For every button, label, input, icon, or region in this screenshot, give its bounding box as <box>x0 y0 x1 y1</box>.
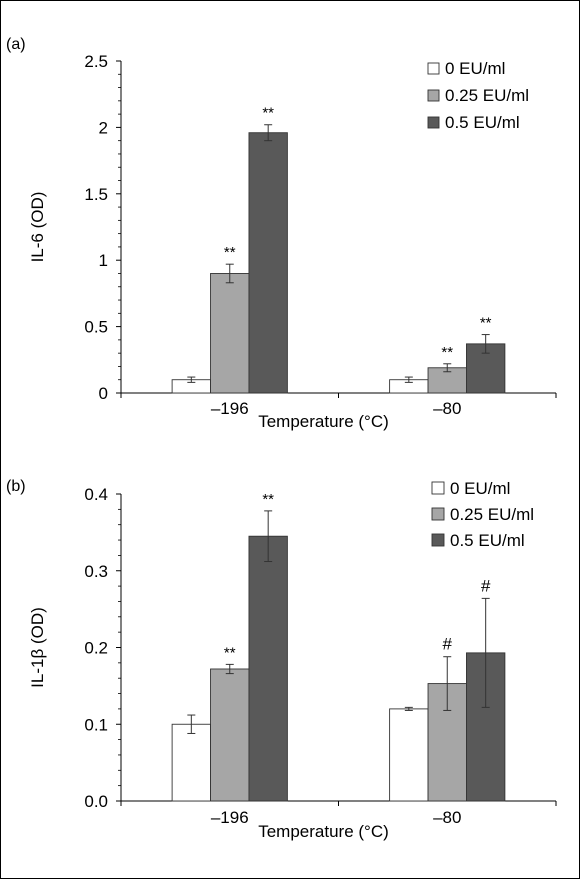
y-tick-label: 0.1 <box>84 715 108 734</box>
legend-label: 0.5 EU/ml <box>450 531 525 550</box>
significance-marker: ** <box>262 491 274 508</box>
x-tick-label: –196 <box>211 399 249 418</box>
x-axis-label: Temperature (°C) <box>258 822 389 841</box>
y-tick-label: 0.2 <box>84 639 108 658</box>
y-tick-label: 0.0 <box>84 792 108 811</box>
y-tick-label: 0.3 <box>84 562 108 581</box>
x-axis-label: Temperature (°C) <box>258 412 389 431</box>
legend-label: 0.25 EU/ml <box>445 86 529 105</box>
legend: 0 EU/ml 0.25 EU/ml 0.5 EU/ml <box>431 479 534 550</box>
legend-swatch <box>431 533 445 547</box>
legend-label: 0 EU/ml <box>445 59 505 78</box>
bar <box>389 708 429 802</box>
legend-label: 0.5 EU/ml <box>445 113 520 132</box>
significance-marker: # <box>443 635 453 654</box>
significance-marker: ** <box>441 344 453 361</box>
bar <box>248 132 288 394</box>
bar <box>210 668 250 802</box>
legend-label: 0 EU/ml <box>450 479 510 498</box>
y-tick-label: 1.5 <box>84 185 108 204</box>
significance-marker: ** <box>480 315 492 332</box>
y-tick-label: 2.5 <box>84 52 108 71</box>
panel-a: (a) 0 0.5 1 1.5 2 2.5 IL-6 (OD) –196 ** ** –80 ** ** T… <box>6 36 557 431</box>
bar <box>248 535 288 802</box>
significance-marker: ** <box>262 105 274 122</box>
legend-swatch <box>427 116 440 129</box>
y-tick-label: 0.5 <box>84 318 108 337</box>
y-axis-label: IL-1β (OD) <box>28 607 47 688</box>
y-tick-label: 2 <box>99 118 108 137</box>
bar <box>210 273 250 394</box>
x-tick-label: –80 <box>433 399 461 418</box>
panel-b: (b) 0.0 0.1 0.2 0.3 0.4 IL-1β (OD) –196 ** ** –80 #… <box>6 478 557 841</box>
significance-marker: ** <box>224 644 236 661</box>
x-tick-label: –80 <box>433 808 461 827</box>
legend-swatch <box>427 89 440 102</box>
x-tick-label: –196 <box>211 808 249 827</box>
significance-marker: ** <box>224 244 236 261</box>
bar <box>427 367 467 394</box>
panel-label: (a) <box>6 36 26 53</box>
significance-marker: # <box>481 576 491 595</box>
bar <box>171 723 211 802</box>
legend-swatch <box>431 481 445 495</box>
legend-swatch <box>427 62 440 75</box>
legend-label: 0.25 EU/ml <box>450 505 534 524</box>
y-tick-label: 1 <box>99 251 108 270</box>
legend: 0 EU/ml 0.25 EU/ml 0.5 EU/ml <box>427 59 529 132</box>
y-tick-label: 0.4 <box>84 485 108 504</box>
y-tick-label: 0 <box>99 384 108 403</box>
panel-label: (b) <box>6 478 26 495</box>
y-axis-label: IL-6 (OD) <box>28 192 47 263</box>
legend-swatch <box>431 507 445 521</box>
